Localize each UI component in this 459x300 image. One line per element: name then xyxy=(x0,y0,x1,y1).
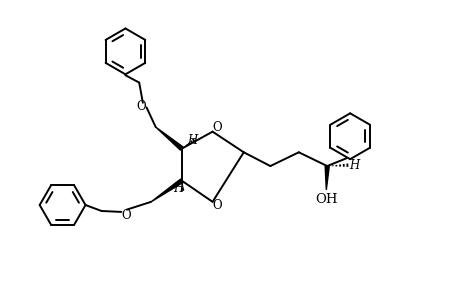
Text: O: O xyxy=(136,100,146,113)
Text: H: H xyxy=(186,134,196,147)
Text: H: H xyxy=(173,182,183,196)
Text: H: H xyxy=(349,159,359,172)
Polygon shape xyxy=(155,127,183,150)
Polygon shape xyxy=(325,166,329,190)
Text: OH: OH xyxy=(314,193,337,206)
Polygon shape xyxy=(151,179,183,202)
Text: O: O xyxy=(121,208,130,222)
Text: O: O xyxy=(212,199,222,212)
Text: O: O xyxy=(212,122,222,134)
